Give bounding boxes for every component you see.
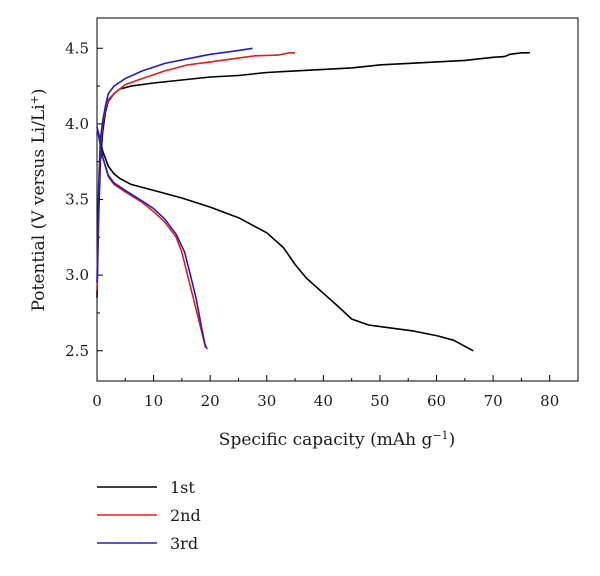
x-axis-label-sup: −1: [432, 429, 448, 442]
plot-frame: [96, 17, 579, 382]
series-layer: [96, 47, 530, 352]
y-tick-label: 2.5: [65, 342, 89, 360]
series-2nd-charge-line: [96, 52, 296, 291]
y-axis-label-sup: +: [28, 95, 41, 104]
legend-label-3rd: 3rd: [170, 534, 198, 553]
legend: 1st 2nd 3rd: [97, 478, 201, 553]
y-tick-label: 4.5: [65, 39, 89, 57]
legend-label-1st: 1st: [170, 478, 195, 497]
y-tick-label: 4.0: [65, 115, 89, 133]
x-tick-label: 0: [92, 392, 102, 410]
axis-ticks: 0 10 20 30 40 50 60 70 80 2.5 3.0 3.5 4.0 4.5: [65, 39, 559, 410]
series-1st-charge-line: [96, 52, 530, 298]
x-tick-label: 80: [540, 392, 559, 410]
y-axis-label-main: Potential (V versus Li/Li: [29, 104, 49, 312]
series-3rd-discharge-line: [96, 126, 207, 348]
x-tick-label: 40: [314, 392, 333, 410]
x-tick-label: 60: [427, 392, 446, 410]
series-3rd-charge-line: [96, 47, 253, 283]
y-axis-label-end: ): [29, 88, 49, 95]
x-tick-label: 10: [144, 392, 163, 410]
y-tick-label: 3.0: [65, 266, 89, 284]
y-axis-label: Potential (V versus Li/Li+): [28, 88, 50, 311]
x-axis-label-main: Specific capacity (mAh g: [219, 430, 433, 450]
legend-label-2nd: 2nd: [170, 506, 201, 525]
x-tick-label: 70: [484, 392, 503, 410]
y-tick-label: 3.5: [65, 191, 89, 209]
x-axis-label: Specific capacity (mAh g−1): [219, 429, 455, 451]
x-tick-label: 30: [257, 392, 276, 410]
x-tick-label: 20: [201, 392, 220, 410]
series-1st-discharge-line: [96, 126, 474, 352]
x-tick-label: 50: [370, 392, 389, 410]
x-axis-label-end: ): [449, 430, 456, 450]
series-2nd-discharge-line: [96, 126, 209, 350]
